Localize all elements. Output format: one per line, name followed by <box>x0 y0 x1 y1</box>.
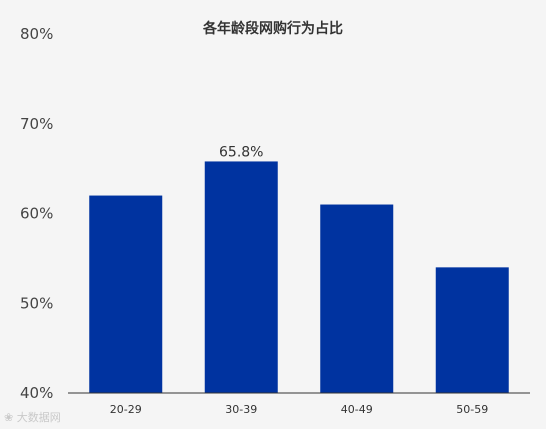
watermark-logo-icon: ❀ <box>4 411 14 424</box>
bar <box>435 267 509 393</box>
x-tick-label: 40-49 <box>341 403 373 416</box>
y-tick-label: 70% <box>20 115 53 133</box>
x-tick-label: 50-59 <box>456 403 488 416</box>
chart-title: 各年龄段网购行为占比 <box>203 21 343 37</box>
watermark: ❀ 大数据网 <box>4 409 61 425</box>
y-tick-label: 60% <box>20 205 53 223</box>
bar <box>89 195 163 393</box>
bar <box>320 204 394 393</box>
bar <box>204 161 278 393</box>
data-label: 65.8% <box>219 144 263 160</box>
y-tick-label: 80% <box>20 25 53 43</box>
x-tick-label: 30-39 <box>225 403 257 416</box>
x-tick-label: 20-29 <box>110 403 142 416</box>
watermark-text: 大数据网 <box>16 411 61 424</box>
y-tick-label: 50% <box>20 294 53 312</box>
y-tick-label: 40% <box>20 384 53 402</box>
